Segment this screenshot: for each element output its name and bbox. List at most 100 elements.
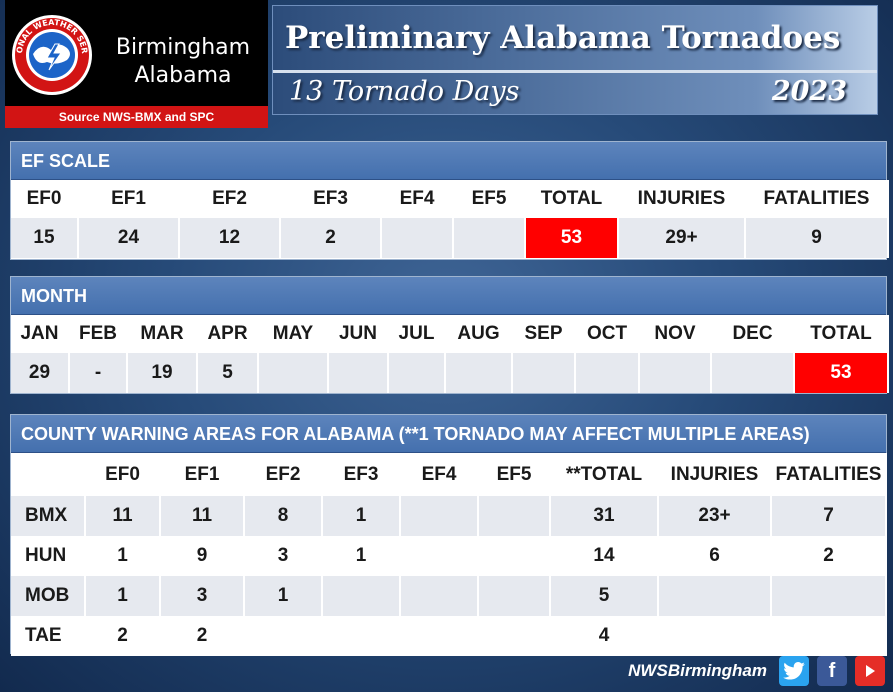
ef-scale-value-row: 15 24 12 2 53 29+ 9 [11, 218, 889, 258]
logo-city: Birmingham [115, 35, 251, 60]
month-table: JAN FEB MAR APR MAY JUN JUL AUG SEP OCT … [11, 315, 889, 393]
ef-header-cell: EF3 [280, 180, 382, 218]
table-cell [400, 496, 479, 536]
cwa-table: EF0 EF1 EF2 EF3 EF4 EF5 **TOTAL INJURIES… [11, 453, 887, 656]
month-value-cell [639, 353, 712, 393]
table-cell: 14 [550, 536, 659, 576]
social-handle[interactable]: NWSBirmingham [628, 661, 767, 680]
month-header-cell: OCT [575, 315, 640, 353]
month-value-cell [328, 353, 389, 393]
cwa-office-label: TAE [11, 616, 86, 656]
ef-value-cell [453, 218, 526, 258]
youtube-icon[interactable] [855, 656, 885, 686]
table-cell [658, 576, 772, 616]
table-cell: 1 [322, 496, 401, 536]
month-header-cell: JUL [388, 315, 446, 353]
ef-header-cell: EF5 [453, 180, 526, 218]
cwa-header-cell: EF3 [322, 453, 401, 496]
ef-scale-heading: EF SCALE [11, 142, 886, 180]
table-cell: 2 [85, 616, 161, 656]
cwa-header-cell: EF4 [400, 453, 479, 496]
cwa-office-label: HUN [11, 536, 86, 576]
ef-injuries-cell: 29+ [618, 218, 746, 258]
table-cell: 2 [771, 536, 887, 576]
table-cell [478, 536, 551, 576]
month-header-cell: FEB [69, 315, 128, 353]
table-cell [322, 576, 401, 616]
table-cell [322, 616, 401, 656]
cwa-header-cell: EF5 [478, 453, 551, 496]
cwa-header-cell: EF2 [244, 453, 323, 496]
table-cell: 4 [550, 616, 659, 656]
table-cell [400, 536, 479, 576]
table-cell [478, 496, 551, 536]
cwa-office-label: MOB [11, 576, 86, 616]
ef-header-cell: EF0 [11, 180, 79, 218]
table-cell: 6 [658, 536, 772, 576]
title-divider [273, 70, 877, 73]
table-cell: 5 [550, 576, 659, 616]
month-header-cell: DEC [711, 315, 795, 353]
month-value-cell: 5 [197, 353, 259, 393]
month-value-cell [388, 353, 446, 393]
month-header-row: JAN FEB MAR APR MAY JUN JUL AUG SEP OCT … [11, 315, 889, 353]
month-header-cell: AUG [445, 315, 513, 353]
table-cell [771, 616, 887, 656]
table-cell [244, 616, 323, 656]
social-footer: NWSBirmingham f [628, 655, 885, 687]
month-header-cell: NOV [639, 315, 712, 353]
cwa-header-cell: EF1 [160, 453, 245, 496]
table-cell [400, 576, 479, 616]
month-header-cell: TOTAL [794, 315, 889, 353]
month-total-cell: 53 [794, 353, 889, 393]
month-header-cell: MAR [127, 315, 198, 353]
table-cell: 31 [550, 496, 659, 536]
month-header-cell: MAY [258, 315, 329, 353]
ef-value-cell [381, 218, 454, 258]
table-cell [658, 616, 772, 656]
ef-value-cell: 2 [280, 218, 382, 258]
table-cell: 11 [85, 496, 161, 536]
ef-header-cell: TOTAL [525, 180, 619, 218]
cwa-header-cell: INJURIES [658, 453, 772, 496]
table-row: HUN 1 9 3 1 14 6 2 [11, 536, 887, 576]
cwa-header-cell: **TOTAL [550, 453, 659, 496]
table-cell [478, 616, 551, 656]
table-cell: 1 [85, 536, 161, 576]
month-value-cell [258, 353, 329, 393]
ef-header-cell: FATALITIES [745, 180, 889, 218]
ef-header-cell: EF1 [78, 180, 180, 218]
table-row: TAE 2 2 4 [11, 616, 887, 656]
nws-seal-icon: NATIONAL WEATHER SERVICE [11, 14, 92, 95]
ef-scale-header-row: EF0 EF1 EF2 EF3 EF4 EF5 TOTAL INJURIES F… [11, 180, 889, 218]
cwa-panel: COUNTY WARNING AREAS FOR ALABAMA (**1 TO… [10, 414, 887, 656]
cwa-office-label: BMX [11, 496, 86, 536]
ef-value-cell: 12 [179, 218, 281, 258]
table-row: BMX 11 11 8 1 31 23+ 7 [11, 496, 887, 536]
month-value-cell: - [69, 353, 128, 393]
month-header-cell: APR [197, 315, 259, 353]
tornado-days-subtitle: 13 Tornado Days [289, 76, 520, 107]
month-heading: MONTH [11, 277, 886, 315]
cwa-header-row: EF0 EF1 EF2 EF3 EF4 EF5 **TOTAL INJURIES… [11, 453, 887, 496]
table-cell: 1 [244, 576, 323, 616]
table-cell: 11 [160, 496, 245, 536]
title-banner: Preliminary Alabama Tornadoes 13 Tornado… [272, 5, 878, 115]
table-cell: 8 [244, 496, 323, 536]
month-header-cell: SEP [512, 315, 576, 353]
facebook-icon[interactable]: f [817, 656, 847, 686]
ef-scale-table: EF0 EF1 EF2 EF3 EF4 EF5 TOTAL INJURIES F… [11, 180, 889, 258]
table-cell: 3 [160, 576, 245, 616]
twitter-icon[interactable] [779, 656, 809, 686]
month-panel: MONTH JAN FEB MAR APR MAY JUN JUL AUG SE… [10, 276, 889, 394]
page-title: Preliminary Alabama Tornadoes [285, 20, 841, 56]
table-cell: 1 [322, 536, 401, 576]
ef-header-cell: INJURIES [618, 180, 746, 218]
table-cell: 2 [160, 616, 245, 656]
logo-state: Alabama [134, 63, 232, 88]
month-value-cell: 19 [127, 353, 198, 393]
month-header-cell: JUN [328, 315, 389, 353]
month-value-cell: 29 [11, 353, 70, 393]
ef-total-cell: 53 [525, 218, 619, 258]
table-cell: 7 [771, 496, 887, 536]
